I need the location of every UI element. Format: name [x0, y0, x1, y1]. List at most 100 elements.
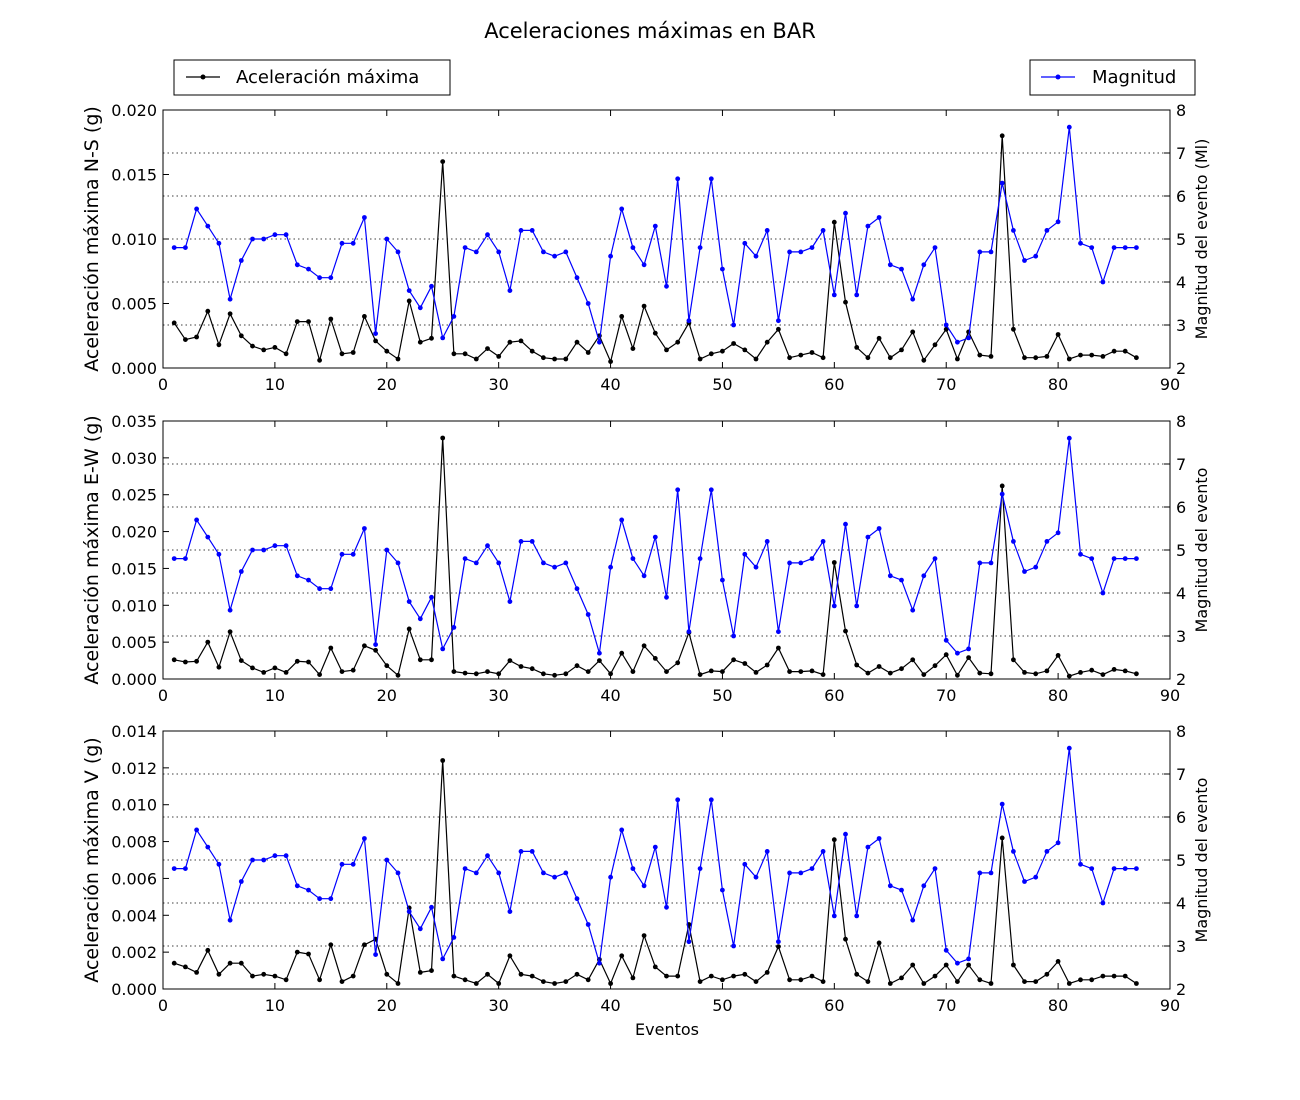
data-point	[1022, 979, 1027, 984]
data-point	[227, 917, 233, 923]
x-tick-label: 30	[488, 686, 508, 705]
chart-title: Aceleraciones máximas en BAR	[484, 19, 816, 43]
data-point	[250, 973, 255, 979]
data-point	[529, 228, 535, 233]
y-right-tick-label: 4	[1176, 894, 1186, 913]
data-point	[183, 964, 188, 970]
data-point	[194, 517, 200, 523]
data-point	[339, 240, 345, 246]
data-point	[283, 232, 289, 238]
data-point	[731, 973, 736, 979]
x-tick-label: 70	[936, 375, 956, 394]
data-point	[317, 275, 322, 281]
data-point	[843, 299, 848, 305]
data-point	[1022, 569, 1027, 574]
y-tick-label: 0.010	[111, 796, 157, 815]
data-point	[1122, 245, 1128, 251]
data-point	[720, 669, 725, 674]
data-point	[955, 960, 960, 966]
data-point	[485, 853, 490, 859]
data-point	[585, 612, 591, 617]
data-point	[507, 909, 513, 914]
data-point	[798, 560, 804, 566]
data-point	[552, 356, 557, 362]
data-point	[820, 539, 826, 544]
data-point	[932, 245, 938, 251]
data-point	[708, 487, 714, 493]
legend-acceleration-label: Aceleración máxima	[236, 67, 419, 88]
y-tick-label: 0.006	[111, 869, 157, 888]
data-point	[462, 556, 468, 561]
y-right-tick-label: 8	[1176, 101, 1186, 120]
data-point	[1100, 279, 1106, 285]
data-point	[787, 560, 792, 566]
data-point	[451, 625, 457, 630]
data-point	[742, 861, 748, 867]
data-point	[1022, 258, 1027, 263]
y-tick-label: 0.004	[111, 906, 157, 925]
data-point	[238, 960, 244, 966]
data-point	[339, 551, 345, 557]
data-point	[652, 964, 658, 970]
data-point	[854, 662, 860, 668]
data-point	[865, 670, 871, 676]
data-point	[417, 926, 423, 932]
data-point	[261, 236, 267, 242]
data-point	[955, 979, 960, 984]
data-point	[395, 870, 401, 876]
data-point	[362, 643, 367, 649]
data-point	[731, 943, 736, 949]
data-point	[932, 866, 938, 871]
data-point	[440, 758, 446, 763]
data-point	[507, 339, 513, 345]
data-point	[887, 981, 893, 986]
data-point	[630, 866, 636, 871]
data-point	[977, 870, 983, 876]
y-tick-label: 0.000	[111, 359, 157, 378]
data-point	[574, 896, 580, 902]
data-point	[1111, 866, 1117, 871]
data-point	[306, 887, 311, 893]
data-point	[1055, 530, 1061, 536]
data-point	[742, 551, 748, 557]
data-point	[899, 347, 904, 353]
data-point	[753, 356, 759, 362]
data-point	[608, 359, 613, 364]
data-point	[261, 547, 267, 553]
data-point	[216, 240, 222, 246]
data-point	[1078, 861, 1083, 867]
data-point	[171, 320, 177, 326]
data-point	[1134, 671, 1139, 677]
data-point	[395, 981, 401, 986]
data-point	[541, 249, 546, 255]
data-point	[183, 337, 188, 342]
data-point	[608, 564, 613, 570]
data-point	[1066, 356, 1072, 362]
data-point	[1011, 539, 1016, 544]
data-point	[608, 874, 613, 880]
data-point	[910, 962, 916, 968]
data-point	[563, 671, 569, 677]
data-point	[753, 670, 759, 675]
y-axis-label: Aceleración máxima V (g)	[81, 737, 103, 982]
data-point	[619, 314, 625, 319]
data-point	[373, 642, 378, 647]
data-point	[373, 952, 378, 957]
x-tick-label: 40	[600, 375, 620, 394]
data-point	[406, 599, 412, 604]
data-point	[283, 670, 289, 675]
data-point	[384, 547, 390, 553]
data-point	[720, 577, 725, 583]
data-point	[216, 971, 222, 977]
data-point	[462, 977, 468, 983]
data-point	[776, 944, 781, 949]
x-tick-label: 20	[377, 375, 397, 394]
data-point	[1100, 672, 1106, 677]
data-point	[1134, 866, 1139, 871]
data-point	[1100, 900, 1106, 906]
data-point	[272, 665, 278, 671]
data-point	[764, 662, 770, 668]
data-point	[1055, 959, 1061, 964]
data-point	[1134, 355, 1139, 361]
y-right-tick-label: 6	[1176, 808, 1186, 827]
